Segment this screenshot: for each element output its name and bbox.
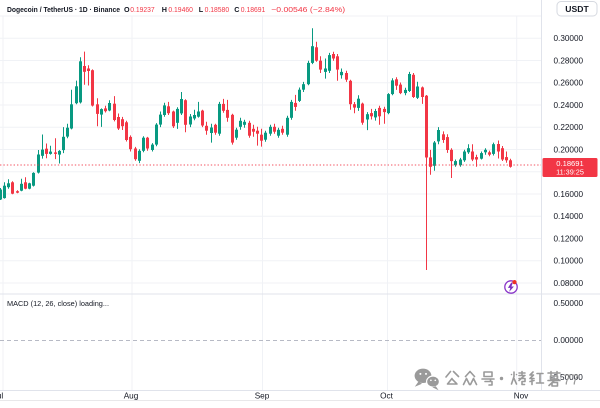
svg-text:0.18580: 0.18580 [205,5,230,14]
svg-text:0.18691: 0.18691 [241,5,265,14]
svg-text:C: C [234,5,239,14]
svg-text:L: L [199,5,204,14]
svg-text:0.28000: 0.28000 [554,56,584,65]
svg-text:MACD (12, 26, close) loading..: MACD (12, 26, close) loading... [7,299,109,308]
svg-text:0.50000: 0.50000 [554,299,584,308]
svg-text:0.26000: 0.26000 [554,79,584,88]
svg-text:Jul: Jul [0,391,3,400]
svg-text:Nov: Nov [514,391,529,400]
svg-text:77: 77 [563,373,579,389]
svg-text:0.22000: 0.22000 [554,123,584,132]
svg-text:0.10000: 0.10000 [554,257,584,266]
svg-text:USDT: USDT [565,4,589,14]
svg-text:0.24000: 0.24000 [554,101,584,110]
svg-text:0.30000: 0.30000 [554,34,584,43]
svg-text:-0.50000: -0.50000 [551,373,584,382]
svg-text:H: H [162,5,167,14]
svg-text:0.18691: 0.18691 [556,159,583,168]
svg-text:0.20000: 0.20000 [554,145,584,154]
svg-text:Dogecoin / TetherUS · 1D · Bin: Dogecoin / TetherUS · 1D · Binance [7,5,120,14]
svg-text:0.14000: 0.14000 [554,212,584,221]
svg-text:11:39:25: 11:39:25 [556,168,584,177]
svg-text:0.19460: 0.19460 [168,5,193,14]
svg-text:−0.00546 (−2.84%): −0.00546 (−2.84%) [271,5,345,14]
svg-text:0.12000: 0.12000 [554,234,584,243]
svg-text:Sep: Sep [255,391,270,400]
svg-text:O: O [124,5,130,14]
svg-text:0.16000: 0.16000 [554,190,584,199]
svg-text:Oct: Oct [380,391,393,400]
svg-text:0.08000: 0.08000 [554,279,584,288]
svg-text:0.00000: 0.00000 [554,336,584,345]
svg-text:0.19237: 0.19237 [130,5,155,14]
svg-text:Aug: Aug [124,391,139,400]
